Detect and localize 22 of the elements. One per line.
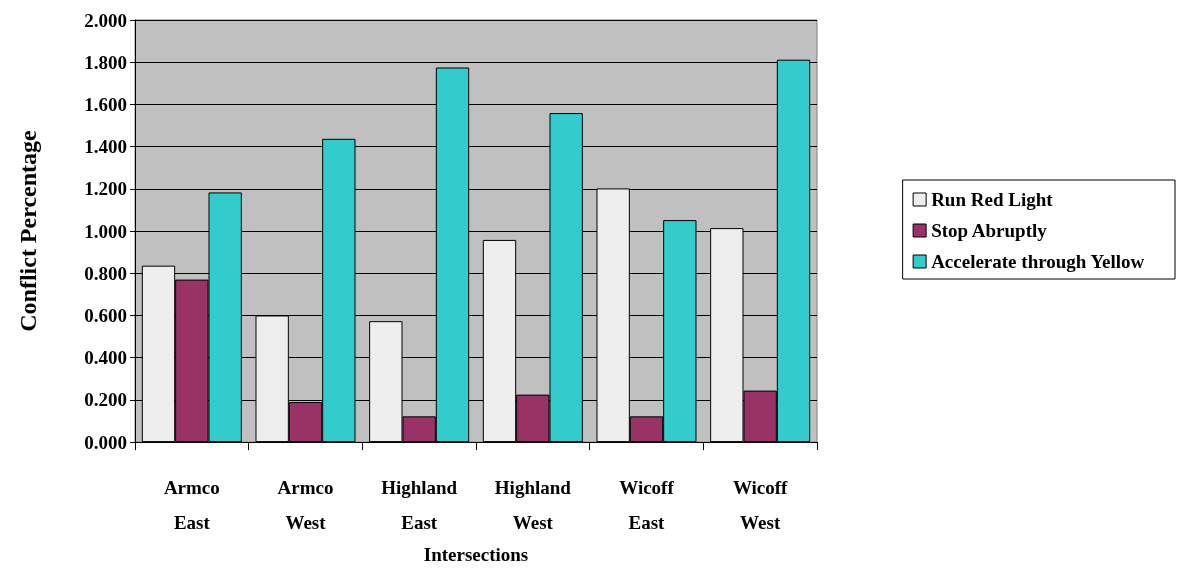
y-axis-title: Conflict Percentage — [15, 129, 41, 332]
y-tick-label: 0.600 — [84, 304, 127, 326]
x-tick-label: Armco East — [163, 477, 220, 534]
y-tick-label: 0.200 — [84, 389, 127, 411]
x-tick-label: Highland West — [494, 477, 572, 534]
x-axis-title: Intersections — [423, 544, 529, 565]
y-tick-label: 0.000 — [84, 431, 127, 453]
x-tick-label: Highland East — [381, 477, 458, 534]
x-tick-label: Armco West — [277, 477, 334, 534]
x-tick-label: Wicoff West — [732, 477, 789, 534]
y-tick-label: 1.000 — [84, 220, 127, 242]
y-tick-label: 1.400 — [84, 136, 127, 158]
y-tick-label: 1.200 — [84, 178, 127, 200]
y-tick-label: 2.000 — [84, 9, 127, 31]
y-tick-label: 1.600 — [84, 93, 127, 115]
y-tick-label: 0.800 — [84, 262, 127, 284]
y-tick-label: 0.400 — [84, 347, 127, 369]
legend-label: Stop Abruptly — [931, 220, 1048, 241]
y-tick-label: 1.800 — [84, 51, 127, 73]
legend-label: Accelerate through Yellow — [931, 251, 1145, 272]
x-tick-label: Wicoff East — [619, 477, 675, 534]
legend-label: Run Red Light — [931, 189, 1054, 210]
